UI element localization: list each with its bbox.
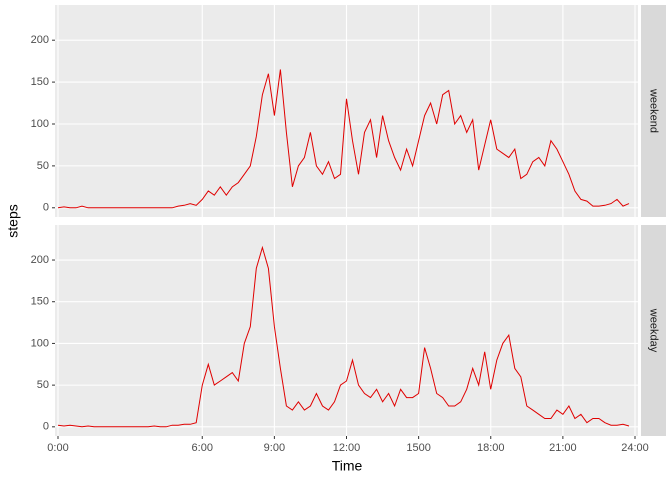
y-tick-label: 50 xyxy=(37,379,49,391)
y-tick-label: 100 xyxy=(31,118,49,130)
y-tick-label: 200 xyxy=(31,254,49,266)
data-line xyxy=(57,245,630,428)
x-tick-label: 12:00 xyxy=(333,442,361,454)
y-tick-label: 200 xyxy=(31,34,49,46)
y-tick-label: 0 xyxy=(43,202,49,214)
facet-label: weekday xyxy=(648,308,660,353)
x-tick-label: 1500 xyxy=(406,442,430,454)
x-tick-label: 24:00 xyxy=(621,442,649,454)
x-tick-label: 21:00 xyxy=(549,442,577,454)
y-tick-label: 150 xyxy=(31,296,49,308)
y-tick-label: 100 xyxy=(31,337,49,349)
x-tick-label: 9:00 xyxy=(264,442,285,454)
x-tick-label: 6:00 xyxy=(192,442,213,454)
y-tick-label: 150 xyxy=(31,76,49,88)
facet-strip xyxy=(641,225,666,436)
facet-label: weekend xyxy=(648,88,660,133)
y-tick-label: 50 xyxy=(37,160,49,172)
data-line xyxy=(57,69,630,209)
x-axis-title: Time xyxy=(332,458,363,474)
x-tick-label: 0:00 xyxy=(47,442,68,454)
x-tick-label: 18:00 xyxy=(477,442,505,454)
facet-strip xyxy=(641,5,666,217)
y-axis-title: steps xyxy=(5,204,21,237)
y-tick-label: 0 xyxy=(43,421,49,433)
